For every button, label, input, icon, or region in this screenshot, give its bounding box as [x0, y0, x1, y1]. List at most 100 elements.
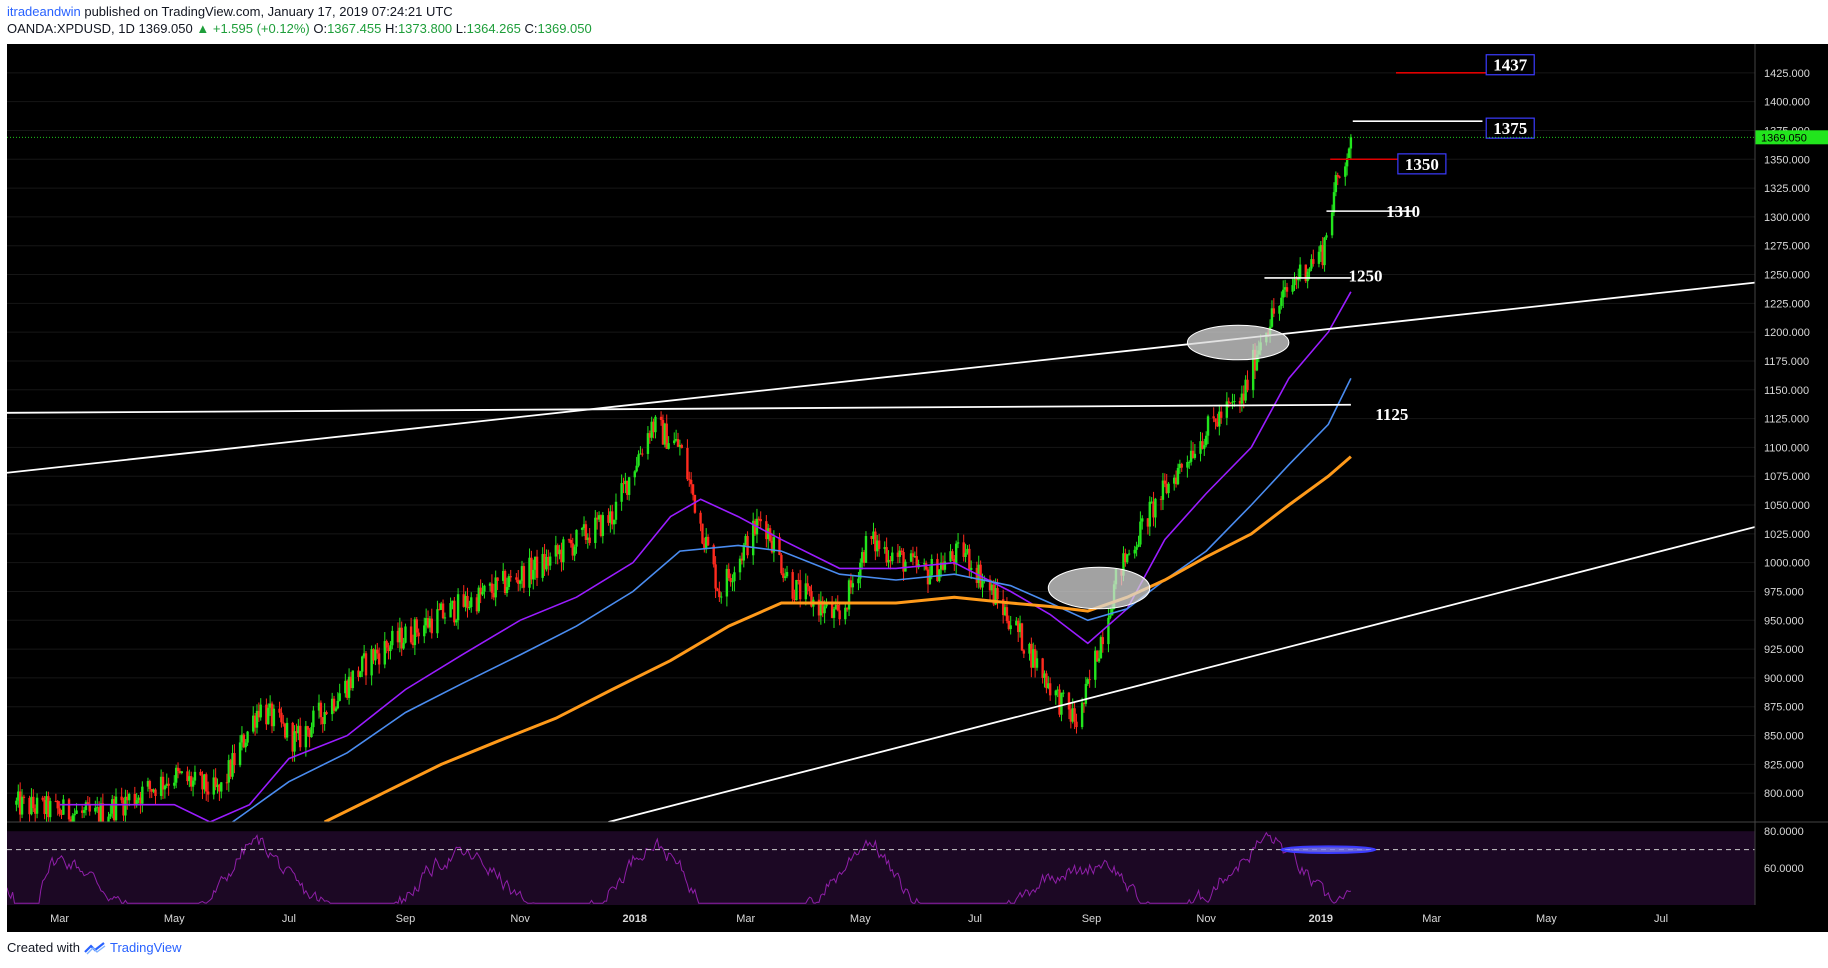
candle-body — [609, 511, 612, 523]
candle — [547, 549, 550, 576]
candle-body — [627, 477, 631, 495]
candle — [47, 791, 50, 822]
candle — [891, 546, 894, 565]
candle-body — [678, 444, 682, 447]
candle — [650, 416, 653, 441]
time-tick-label: May — [850, 913, 871, 925]
candle — [481, 582, 484, 596]
candle — [503, 569, 507, 596]
candle — [1001, 589, 1005, 624]
candle — [962, 534, 965, 562]
candle — [146, 777, 150, 792]
candle-body — [637, 454, 640, 466]
candle-body — [1110, 608, 1114, 616]
candle-body — [1007, 620, 1011, 630]
candle — [966, 545, 969, 555]
candle — [601, 512, 605, 544]
candle-body — [244, 742, 247, 748]
candle-body — [1298, 264, 1302, 278]
candle-body — [1028, 643, 1031, 654]
candle-body — [515, 577, 518, 580]
candle — [389, 641, 392, 660]
candle-body — [584, 524, 588, 540]
publish-info: published on TradingView.com, January 17… — [84, 4, 453, 19]
candle — [17, 784, 20, 808]
candle-body — [714, 564, 717, 589]
candle-body — [270, 703, 274, 727]
candle-body — [488, 583, 492, 586]
candle-body — [417, 632, 420, 637]
candle — [1225, 392, 1229, 426]
candle — [832, 606, 836, 628]
footer: Created with TradingView — [7, 940, 182, 955]
candle — [1124, 548, 1127, 567]
grid — [7, 72, 1755, 794]
candle — [174, 764, 178, 789]
candle-body — [383, 641, 386, 665]
candle-body — [1030, 643, 1033, 668]
candle — [652, 418, 655, 439]
candle — [1285, 282, 1289, 298]
candle — [887, 550, 890, 569]
price-axis-labels: 1425.0001400.0001375.0001350.0001325.000… — [1764, 68, 1810, 875]
candle-body — [492, 592, 496, 598]
price-tick-label: 850.000 — [1764, 731, 1804, 743]
candle-body — [1255, 354, 1259, 371]
candle — [1099, 635, 1103, 659]
price-change: +1.595 (+0.12%) — [212, 21, 310, 36]
candle — [793, 589, 796, 603]
candle — [1345, 153, 1349, 176]
candle-body — [1022, 650, 1026, 654]
candle-body — [477, 587, 480, 612]
candle — [744, 533, 747, 547]
candle — [759, 511, 762, 529]
candle-body — [291, 722, 294, 752]
candle — [543, 543, 546, 576]
candle-body — [705, 536, 708, 549]
candle-body — [646, 433, 650, 454]
candle — [1154, 497, 1157, 528]
candle — [1045, 670, 1048, 694]
tradingview-link[interactable]: TradingView — [109, 940, 182, 955]
candle — [325, 710, 328, 716]
candle — [1101, 629, 1104, 653]
candle — [1058, 684, 1061, 718]
candle — [470, 592, 473, 613]
author-link[interactable]: itradeandwin — [7, 4, 81, 19]
rsi-tick-label: 80.0000 — [1764, 826, 1804, 838]
candle-body — [1272, 308, 1276, 314]
candle — [330, 692, 334, 721]
candle-body — [1244, 379, 1247, 401]
last-price: 1369.050 — [138, 21, 193, 36]
time-tick-label: Jul — [282, 913, 296, 925]
candle — [310, 722, 313, 738]
candle — [494, 570, 497, 607]
candle-body — [86, 802, 90, 804]
candle — [126, 790, 129, 810]
candle-body — [167, 783, 170, 786]
candle-body — [1088, 679, 1091, 681]
candle-body — [1344, 166, 1347, 177]
candle-body — [725, 568, 729, 597]
candle — [362, 644, 366, 659]
candle — [830, 595, 834, 619]
candle-body — [780, 554, 783, 574]
candle — [785, 565, 789, 579]
candle — [612, 519, 616, 535]
candle — [167, 777, 170, 796]
candle-body — [43, 799, 46, 815]
candle-body — [742, 544, 745, 561]
candle-body — [336, 700, 340, 709]
candle — [80, 805, 84, 819]
candle-body — [1227, 401, 1230, 403]
candle-body — [1282, 289, 1285, 298]
candle-body — [548, 556, 552, 566]
candle — [60, 809, 63, 820]
candle — [1062, 689, 1065, 698]
candle — [268, 695, 272, 717]
candle-body — [622, 483, 625, 485]
candle — [488, 582, 492, 592]
candle-body — [127, 793, 131, 801]
candle-body — [453, 600, 456, 623]
